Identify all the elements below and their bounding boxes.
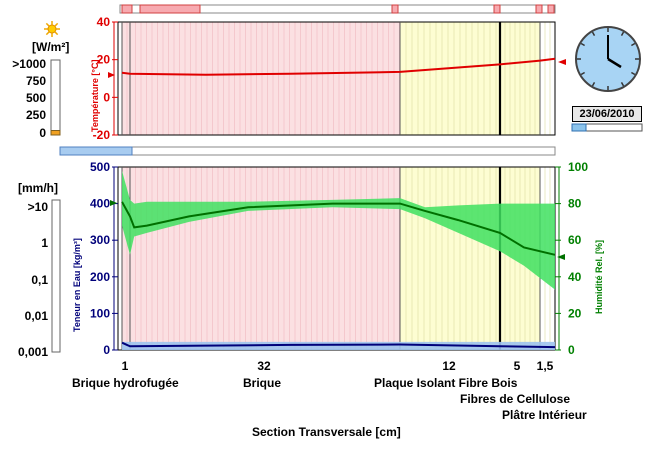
bottom-scrollbar-thumb[interactable]: [59, 146, 133, 156]
clock-tick: [631, 42, 636, 47]
interior-humidity-marker: [557, 254, 565, 260]
bottom-scrollbar[interactable]: [59, 146, 556, 156]
radiation-bar-fill: [50, 130, 61, 136]
temp-tick-label: 0: [103, 90, 110, 104]
clock-tick: [620, 82, 625, 87]
bottom-panel-exterior-band: [118, 167, 122, 350]
temp-tick-label: 40: [97, 15, 111, 29]
layer-name-brique-hydrofugee: Brique hydrofugée: [72, 376, 179, 390]
water-tick-label: 400: [90, 197, 110, 211]
rain-unit-label: [mm/h]: [18, 181, 58, 195]
sun-ray: [45, 22, 50, 27]
humidity-tick-label: 0: [568, 343, 575, 357]
layer-name-brique: Brique: [243, 376, 282, 390]
water-tick-label: 0: [103, 343, 110, 357]
interior-temp-marker: [558, 59, 566, 65]
top-panel-layer-5-bg: [540, 22, 555, 135]
sun-disc: [47, 24, 57, 34]
humidity-axis-title: Humidité Rel. [%]: [594, 240, 604, 314]
layer-name-platre: Plâtre Intérieur: [502, 408, 587, 422]
humidity-tick-label: 40: [568, 270, 582, 284]
water-content-line: [121, 341, 556, 349]
layer-thickness-label: 32: [257, 359, 271, 373]
bottom-panel-layer-3-bg: [400, 167, 500, 350]
time-progress-fill: [571, 123, 587, 132]
water-tick-label: 100: [90, 306, 110, 320]
clock-tick: [620, 31, 625, 36]
radiation-scale-label: 750: [26, 74, 46, 88]
layer-thickness-label: 1,5: [537, 359, 554, 373]
water-axis-title: Teneur en Eau [kg/m³]: [72, 238, 82, 332]
rain-scale-label: 0,001: [18, 345, 48, 359]
radiation-bar: [50, 59, 61, 136]
layer-thickness-label: 12: [442, 359, 456, 373]
clock-tick: [580, 42, 585, 47]
top-panel-layer-1-bg: [122, 22, 130, 135]
simulation-date: 23/06/2010: [572, 106, 642, 122]
temp-tick-label: -20: [93, 128, 111, 142]
clock-tick: [631, 71, 636, 76]
layer-thickness-label: 5: [514, 359, 521, 373]
rain-scale-label: 0,01: [25, 309, 49, 323]
rain-scale-label: 1: [41, 236, 48, 250]
layer-name-fibres-cellulose: Fibres de Cellulose: [460, 392, 571, 406]
x-axis-title: Section Transversale [cm]: [252, 425, 401, 439]
temperature-profile-line: [121, 57, 556, 76]
top-panel-frame: [117, 21, 556, 136]
radiation-scale-label: 0: [39, 126, 46, 140]
layer-name-plaque-isolant: Plaque Isolant Fibre Bois: [374, 376, 518, 390]
sun-icon: [44, 21, 60, 37]
humidity-profile-line: [121, 201, 556, 256]
clock-tick: [580, 71, 585, 76]
exterior-temp-marker: [108, 72, 115, 78]
rain-scale-label: >10: [28, 200, 49, 214]
radiation-scale-label: 500: [26, 91, 46, 105]
sun-ray: [54, 31, 59, 36]
sun-ray: [54, 22, 59, 27]
humidity-tick-label: 20: [568, 306, 582, 320]
temp-axis-title: Température [°C]: [90, 60, 100, 132]
clock-tick: [591, 31, 596, 36]
humidity-range-band: [122, 170, 555, 290]
top-scrollbar-marker: [547, 4, 555, 14]
bottom-panel-layer-1-bg: [122, 167, 130, 350]
radiation-scale-label: 250: [26, 108, 46, 122]
humidity-tick-label: 100: [568, 160, 588, 174]
water-tick-label: 200: [90, 270, 110, 284]
temp-tick-label: 20: [97, 53, 111, 67]
top-panel-layer-3-bg: [400, 22, 500, 135]
top-scrollbar[interactable]: [119, 4, 556, 14]
top-scrollbar-marker: [535, 4, 543, 14]
exterior-humidity-marker: [110, 200, 117, 206]
rain-bar: [51, 199, 61, 353]
humidity-tick-label: 60: [568, 233, 582, 247]
layer-thickness-label: 1: [122, 359, 129, 373]
top-scrollbar-segment: [139, 4, 201, 14]
radiation-scale-label: >1000: [12, 57, 46, 71]
rain-scale-label: 0,1: [31, 273, 48, 287]
top-scrollbar-thumb[interactable]: [121, 4, 133, 14]
water-tick-label: 300: [90, 233, 110, 247]
top-scrollbar-marker: [493, 4, 501, 14]
top-panel-layer-2-bg: [130, 22, 400, 135]
top-panel-exterior-band: [118, 22, 122, 135]
humidity-tick-label: 80: [568, 197, 582, 211]
radiation-unit-label: [W/m²]: [32, 40, 70, 54]
sun-ray: [45, 31, 50, 36]
clock-hour-hand: [607, 57, 622, 69]
top-scrollbar-marker: [391, 4, 399, 14]
water-tick-label: 500: [90, 160, 110, 174]
clock-tick: [591, 82, 596, 87]
bottom-panel-layer-2-bg: [130, 167, 400, 350]
